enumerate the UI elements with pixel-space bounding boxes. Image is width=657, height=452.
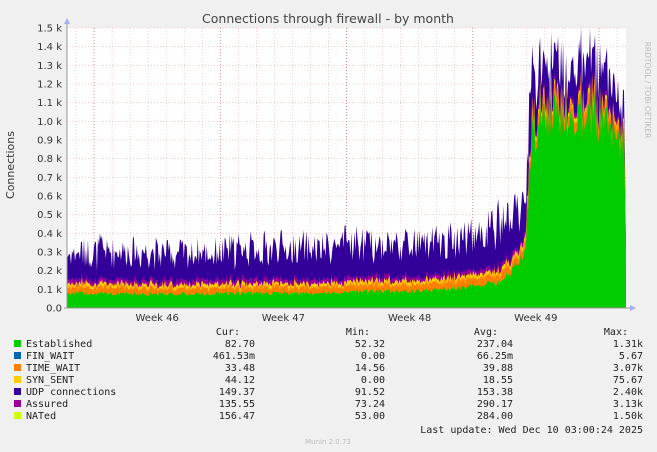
y-tick-label: 0.9 k	[37, 136, 62, 147]
legend-header-max: Max:	[604, 327, 628, 338]
y-tick-label: 0.4 k	[37, 229, 62, 240]
y-tick-label: 1.4 k	[37, 42, 62, 53]
legend-avg-value: 153.38	[477, 387, 513, 398]
y-tick-label: 0.5 k	[37, 210, 62, 221]
legend-series-name: FIN_WAIT	[26, 351, 74, 362]
legend-avg-value: 66.25m	[477, 351, 513, 362]
legend-swatch	[14, 376, 21, 383]
legend-avg-value: 284.00	[477, 411, 513, 422]
legend-min-value: 73.24	[355, 399, 385, 410]
rrdtool-credit: RRDTOOL / TOBI OETIKER	[643, 42, 652, 139]
legend-max-value: 5.67	[619, 351, 643, 362]
legend-header-avg: Avg:	[474, 327, 498, 338]
y-axis-arrow	[64, 18, 70, 24]
legend-avg-value: 237.04	[477, 339, 513, 350]
legend-cur-value: 156.47	[219, 411, 255, 422]
y-tick-label: 1.0 k	[37, 117, 62, 128]
udp-area	[67, 28, 626, 308]
stacked-area	[67, 28, 626, 309]
legend-series-name: UDP connections	[26, 387, 116, 398]
legend-header-cur: Cur:	[216, 327, 240, 338]
legend-swatch	[14, 400, 21, 407]
legend-max-value: 1.50k	[613, 411, 643, 422]
legend-min-value: 0.00	[361, 351, 385, 362]
legend-header-min: Min:	[346, 327, 370, 338]
legend-swatch	[14, 340, 21, 347]
established-area	[67, 86, 626, 308]
y-tick-label: 0.1 k	[37, 285, 62, 296]
y-tick-label: 0.3 k	[37, 248, 62, 259]
legend-max-value: 3.07k	[613, 363, 643, 374]
chart-title: Connections through firewall - by month	[202, 11, 454, 26]
legend-cur-value: 149.37	[219, 387, 255, 398]
y-tick-labels: 0.0 0.1 k 0.2 k 0.3 k 0.4 k 0.5 k 0.6 k 0.7 k 0.…	[37, 24, 62, 315]
x-tick-label: Week 47	[262, 313, 305, 324]
x-axis-arrow	[630, 305, 636, 311]
legend-swatch	[14, 412, 21, 419]
axes	[64, 18, 636, 311]
legend-cur-value: 44.12	[225, 375, 255, 386]
legend-avg-value: 18.55	[483, 375, 513, 386]
last-update: Last update: Wed Dec 10 03:00:24 2025	[420, 425, 643, 436]
y-axis-label: Connections	[4, 131, 17, 199]
legend-max-value: 2.40k	[613, 387, 643, 398]
x-tick-label: Week 48	[388, 313, 431, 324]
legend-min-value: 53.00	[355, 411, 385, 422]
y-tick-label: 1.1 k	[37, 98, 62, 109]
legend-max-value: 3.13k	[613, 399, 643, 410]
x-tick-labels: Week 46 Week 47 Week 48 Week 49	[136, 313, 558, 324]
legend-series-name: TIME_WAIT	[26, 363, 80, 374]
legend-min-value: 0.00	[361, 375, 385, 386]
y-tick-label: 1.2 k	[37, 80, 62, 91]
legend-series-name: Established	[26, 339, 92, 350]
legend-series-name: NATed	[26, 411, 56, 422]
legend-swatch	[14, 352, 21, 359]
y-tick-label: 1.5 k	[37, 24, 62, 35]
y-tick-label: 0.7 k	[37, 173, 62, 184]
legend-max-value: 75.67	[613, 375, 643, 386]
legend-series-name: Assured	[26, 399, 68, 410]
legend-series-name: SYN_SENT	[26, 375, 74, 386]
legend-max-value: 1.31k	[613, 339, 643, 350]
munin-footer: Munin 2.0.73	[305, 438, 351, 446]
x-tick-label: Week 49	[514, 313, 557, 324]
legend-avg-value: 290.17	[477, 399, 513, 410]
legend-cur-value: 33.48	[225, 363, 255, 374]
legend-min-value: 52.32	[355, 339, 385, 350]
y-tick-label: 1.3 k	[37, 61, 62, 72]
legend-min-value: 14.56	[355, 363, 385, 374]
legend-cur-value: 461.53m	[213, 351, 255, 362]
legend-swatch	[14, 364, 21, 371]
legend-avg-value: 39.88	[483, 363, 513, 374]
y-tick-label: 0.2 k	[37, 266, 62, 277]
legend-cur-value: 82.70	[225, 339, 255, 350]
y-tick-label: 0.8 k	[37, 154, 62, 165]
y-tick-label: 0.6 k	[37, 192, 62, 203]
legend-cur-value: 135.55	[219, 399, 255, 410]
legend-min-value: 91.52	[355, 387, 385, 398]
y-tick-label: 0.0	[46, 304, 62, 315]
legend-swatch	[14, 388, 21, 395]
legend: Cur: Min: Avg: Max: Established 82.70 52.3…	[14, 327, 643, 422]
x-tick-label: Week 46	[136, 313, 179, 324]
